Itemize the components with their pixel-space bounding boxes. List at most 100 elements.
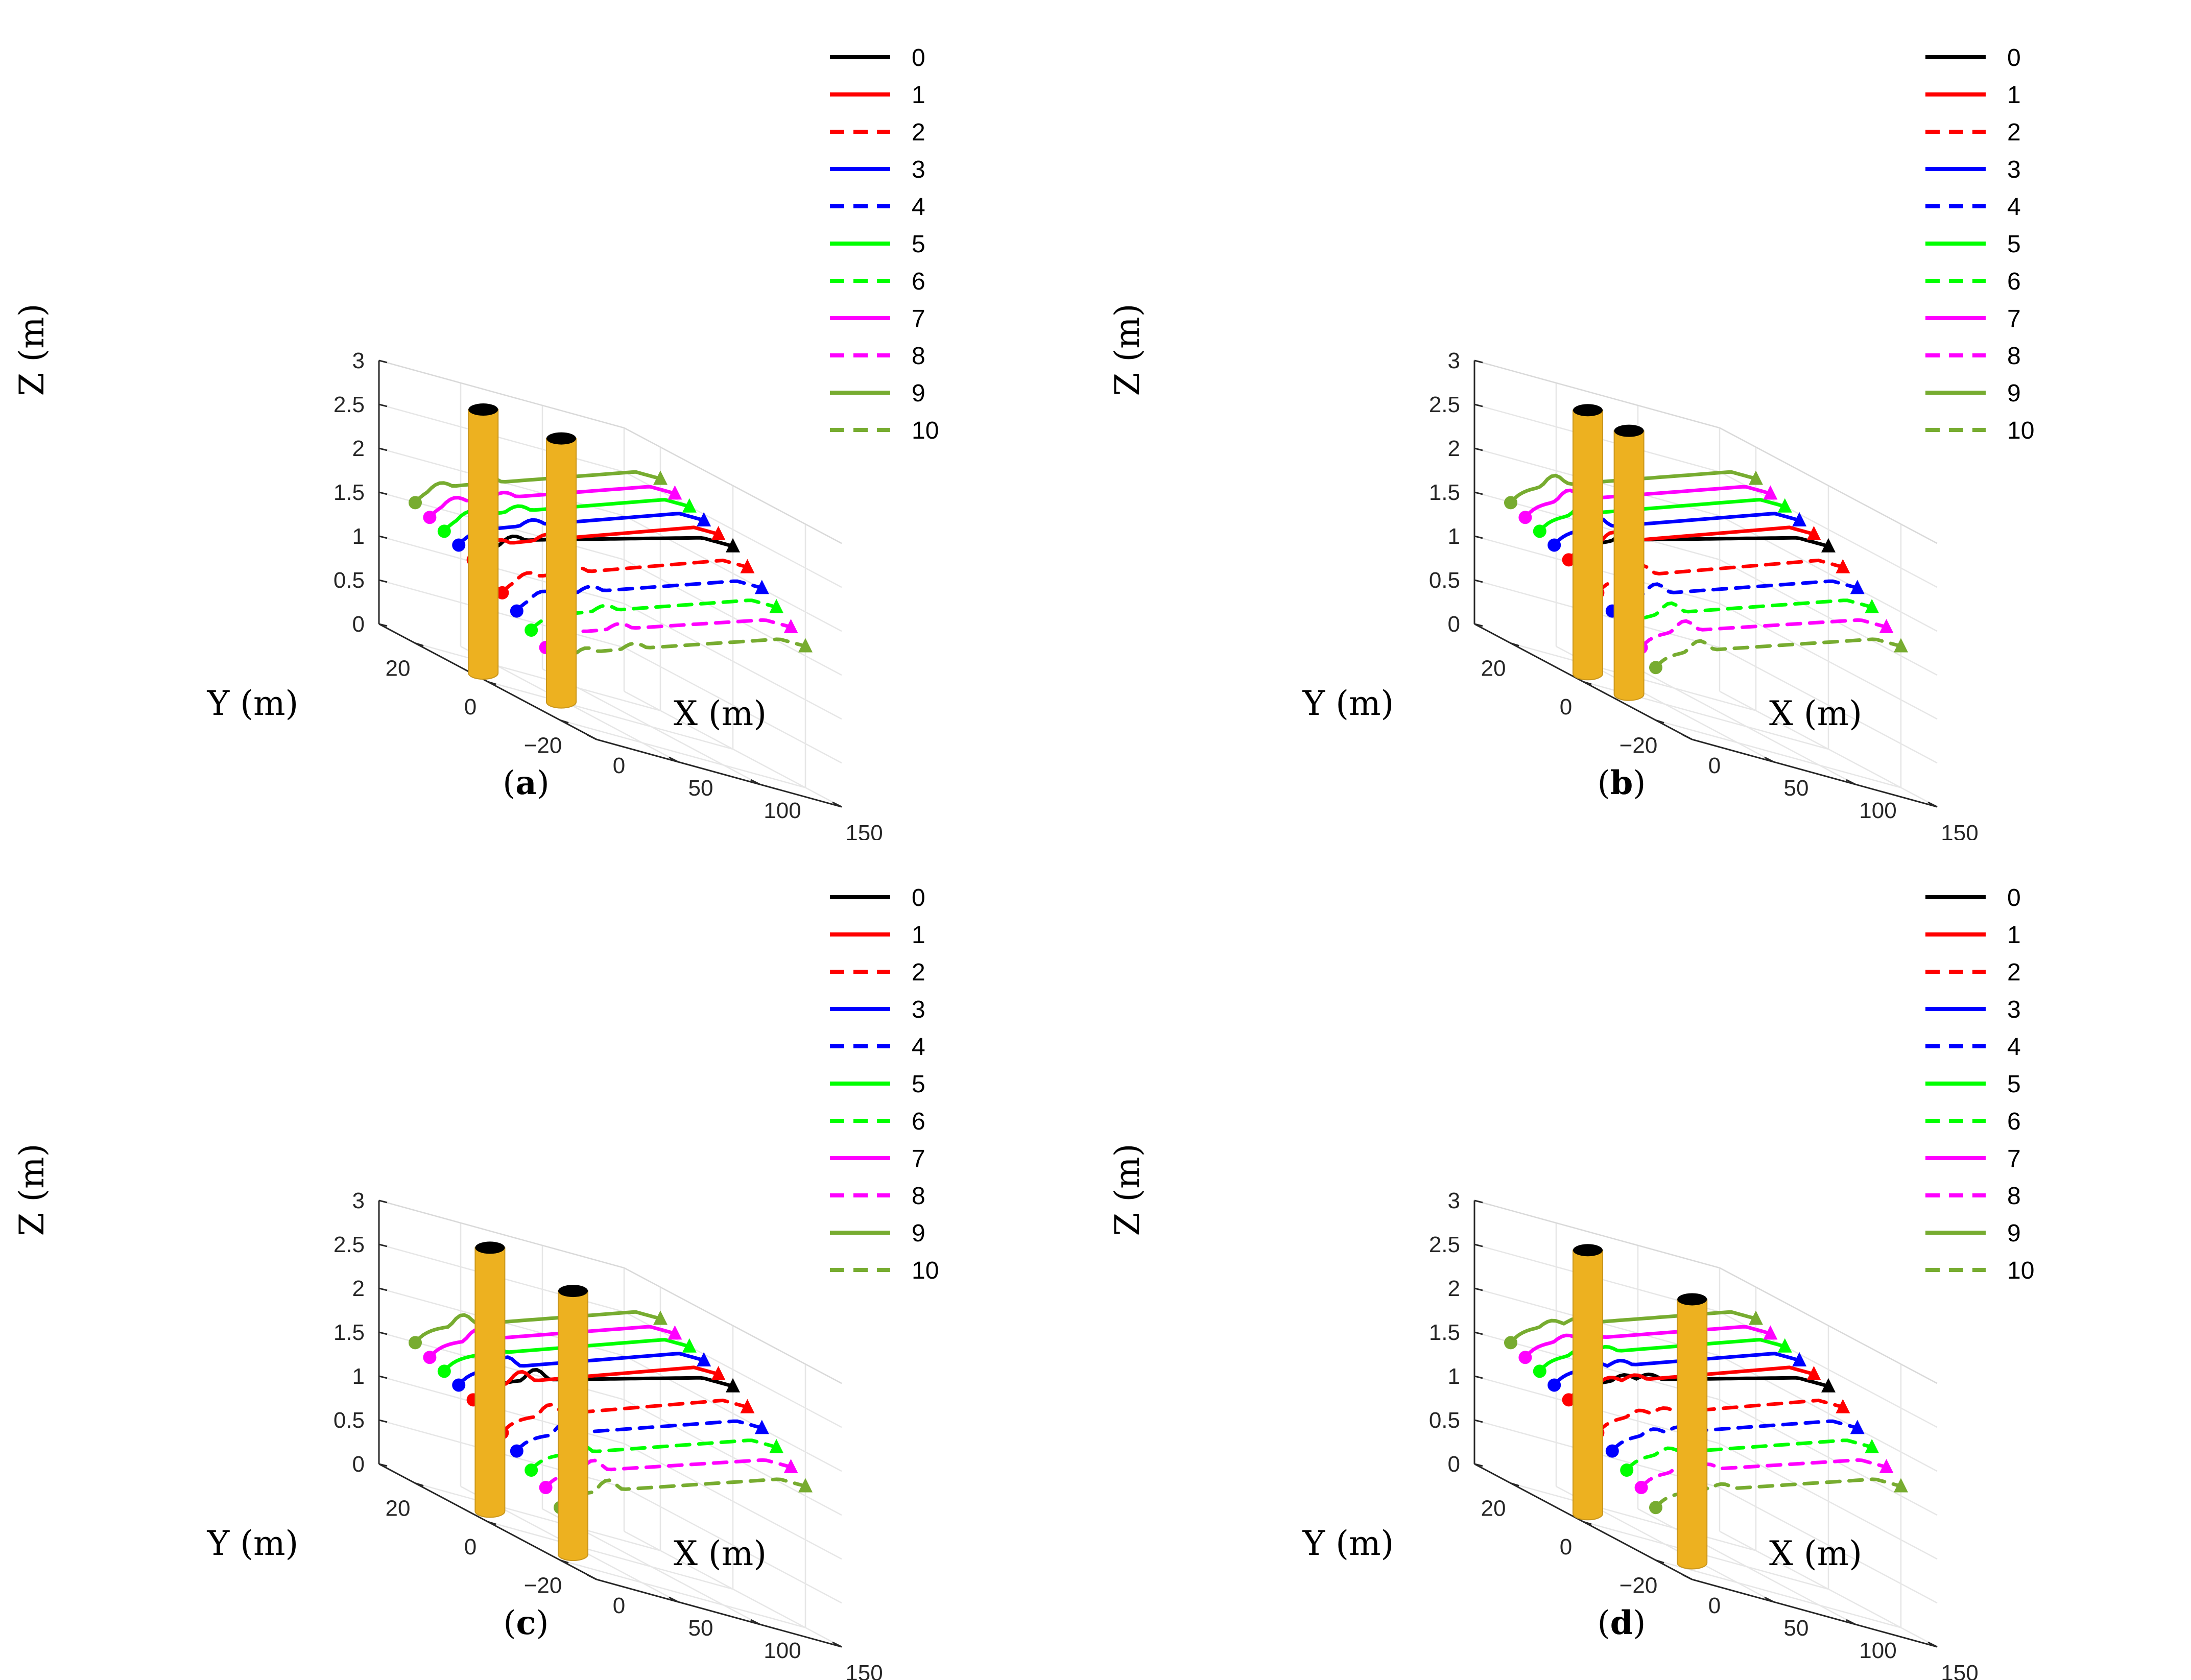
trajectory-2 — [1595, 1398, 1845, 1435]
caption-close-paren: ) — [537, 764, 550, 802]
legend-label-5: 5 — [912, 231, 925, 258]
y-tick-label: −20 — [524, 733, 562, 758]
obstacle-2-top — [1614, 424, 1644, 437]
x-axis-line — [1692, 738, 1938, 808]
x-tick-label: 100 — [1859, 798, 1896, 823]
legend-label-9: 9 — [912, 1220, 925, 1247]
caption-letter: a — [515, 764, 536, 802]
floor-grid-y — [415, 642, 661, 711]
start-marker-4 — [510, 604, 523, 618]
side-wall-grid-z — [624, 1355, 842, 1472]
x-tick-label: 150 — [1941, 821, 1978, 840]
obstacle-2-body — [1613, 430, 1645, 701]
obstacle-1-top — [475, 1241, 505, 1254]
z-axis-label: Z (m) — [12, 1144, 52, 1236]
z-tick-mark — [1474, 1331, 1483, 1335]
z-tick-mark — [1474, 1243, 1483, 1247]
z-tick-mark — [378, 535, 388, 539]
trajectories — [1504, 470, 1908, 675]
back-wall-grid-z — [378, 579, 625, 649]
legend-label-4: 4 — [2007, 194, 2021, 221]
side-wall-grid-z — [1719, 1486, 1938, 1604]
x-tick-label: 50 — [688, 1616, 713, 1641]
side-wall-grid-z — [1719, 1355, 1938, 1472]
legend: 0 1 2 3 4 5 6 7 8 9 10 — [830, 44, 939, 444]
box-edge — [624, 1267, 842, 1384]
x-tick-label: 150 — [845, 1661, 883, 1680]
z-tick-mark — [378, 1243, 388, 1247]
legend-label-7: 7 — [2007, 1145, 2021, 1172]
end-marker-4 — [1850, 1420, 1865, 1434]
y-tick-label: 20 — [1481, 656, 1506, 681]
obstacle-2-body — [546, 438, 577, 709]
trajectory-1 — [1567, 525, 1816, 562]
start-marker-9 — [1504, 1336, 1517, 1350]
z-tick-label: 2 — [1448, 436, 1460, 461]
floor-grid-y — [1655, 1559, 1901, 1628]
y-tick-mark — [1583, 1521, 1592, 1525]
y-axis-label: Y (m) — [207, 684, 299, 723]
end-marker-1 — [1806, 1366, 1821, 1380]
floor-grid-y — [1510, 1482, 1756, 1551]
x-axis-line — [596, 738, 842, 808]
trajectory-4 — [1610, 1419, 1860, 1453]
y-tick-label: −20 — [1620, 733, 1658, 758]
caption-letter: b — [1610, 764, 1633, 802]
z-tick-mark — [378, 1287, 388, 1291]
end-marker-0 — [1821, 538, 1836, 553]
trajectory-4 — [1610, 579, 1860, 613]
z-tick-label: 2.5 — [334, 392, 365, 417]
z-tick-label: 2.5 — [334, 1232, 365, 1257]
end-marker-10 — [1894, 638, 1908, 653]
x-axis-line — [1692, 1578, 1938, 1648]
side-wall-grid-z — [1719, 1399, 1938, 1516]
end-marker-8 — [783, 619, 798, 633]
start-marker-5 — [437, 524, 451, 538]
legend-label-3: 3 — [2007, 156, 2021, 183]
start-marker-3 — [452, 1378, 466, 1392]
y-tick-label: 0 — [464, 694, 477, 719]
panel-caption: (b) — [1598, 764, 1646, 802]
end-marker-9 — [653, 470, 668, 485]
axes — [1473, 359, 1938, 808]
side-wall-grid-z — [624, 1443, 842, 1560]
x-tick-mark — [1846, 1619, 1856, 1625]
y-tick-mark — [560, 1559, 569, 1564]
axes — [378, 1199, 842, 1648]
side-wall-grid-z — [624, 603, 842, 720]
x-tick-mark — [669, 1596, 679, 1603]
box-edge — [1474, 359, 1720, 429]
z-tick-mark — [378, 579, 388, 583]
start-marker-6 — [525, 623, 538, 637]
x-tick-mark — [1846, 779, 1856, 785]
axes — [378, 359, 842, 808]
legend-label-5: 5 — [912, 1071, 925, 1098]
z-tick-mark — [378, 1375, 388, 1379]
z-tick-label: 1.5 — [1429, 480, 1460, 505]
x-tick-label: 50 — [1784, 1616, 1809, 1641]
z-tick-mark — [1474, 535, 1483, 539]
caption-letter: c — [516, 1604, 536, 1642]
start-marker-3 — [1547, 538, 1561, 552]
x-tick-mark — [1927, 1641, 1938, 1648]
x-tick-label: 0 — [613, 753, 625, 778]
legend-label-7: 7 — [912, 305, 925, 332]
y-tick-mark — [1655, 719, 1664, 724]
trajectory-2 — [500, 1398, 749, 1435]
end-marker-4 — [754, 1420, 769, 1434]
z-tick-label: 1.5 — [1429, 1320, 1460, 1345]
trajectory-6 — [1625, 1438, 1874, 1472]
y-tick-mark — [487, 1521, 496, 1525]
end-marker-3 — [1792, 512, 1807, 526]
floor-grid-y — [560, 1559, 806, 1628]
y-tick-mark — [1655, 1559, 1664, 1564]
end-marker-7 — [1763, 485, 1778, 500]
end-marker-9 — [653, 1310, 668, 1325]
x-axis-line — [596, 1578, 842, 1648]
trajectory-3 — [457, 512, 706, 547]
x-tick-label: 50 — [688, 776, 713, 801]
start-marker-7 — [1518, 511, 1532, 524]
y-tick-label: −20 — [524, 1573, 562, 1598]
